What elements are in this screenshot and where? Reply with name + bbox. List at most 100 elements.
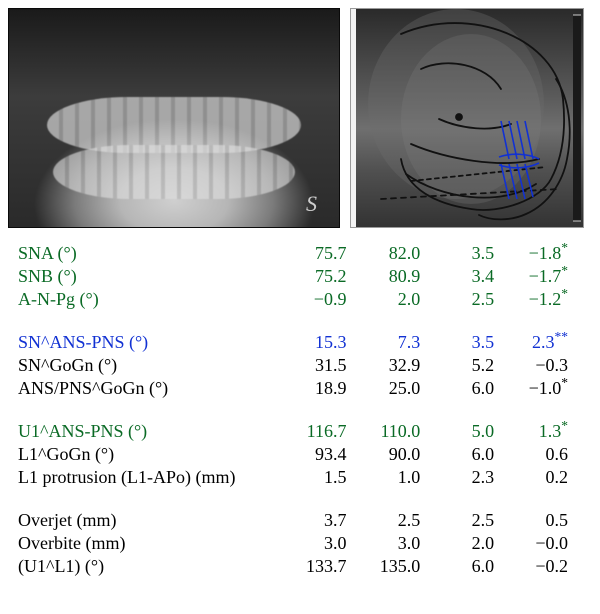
cell-z: −0.0	[504, 532, 578, 555]
spacer	[18, 311, 578, 331]
cell-label: L1 protrusion (L1-APo) (mm)	[18, 466, 283, 489]
cell-z: −1.2*	[504, 288, 578, 311]
cell-value: −0.9	[283, 288, 357, 311]
cell-sd: 2.5	[430, 509, 504, 532]
cell-norm: 2.0	[356, 288, 430, 311]
cell-norm: 82.0	[356, 242, 430, 265]
table-row: SN^ANS-PNS (°)15.37.33.52.3**	[18, 331, 578, 354]
cell-norm: 135.0	[356, 555, 430, 578]
cell-value: 31.5	[283, 354, 357, 377]
xray-signature: S	[306, 191, 317, 217]
table-row: L1 protrusion (L1-APo) (mm)1.51.02.3 0.2	[18, 466, 578, 489]
cell-sd: 6.0	[430, 377, 504, 400]
cell-sd: 5.0	[430, 420, 504, 443]
z-value: 1.3	[539, 421, 562, 441]
cell-value: 1.5	[283, 466, 357, 489]
figure-root: S	[0, 0, 600, 614]
z-value: −1.2	[529, 289, 562, 309]
z-value: 2.3	[532, 332, 555, 352]
z-value: 0.2	[546, 467, 569, 487]
cell-z: 0.2	[504, 466, 578, 489]
cell-label: SNB (°)	[18, 265, 283, 288]
cell-z: 2.3**	[504, 331, 578, 354]
cell-value: 3.0	[283, 532, 357, 555]
cephalometric-xray	[350, 8, 584, 228]
cell-norm: 2.5	[356, 509, 430, 532]
cell-value: 18.9	[283, 377, 357, 400]
cell-z: −0.2	[504, 555, 578, 578]
cell-sd: 2.3	[430, 466, 504, 489]
cell-norm: 32.9	[356, 354, 430, 377]
z-value: −0.3	[535, 355, 568, 375]
table-row: (U1^L1) (°)133.7135.06.0 −0.2	[18, 555, 578, 578]
table-row: U1^ANS-PNS (°)116.7110.05.01.3*	[18, 420, 578, 443]
cell-sd: 3.4	[430, 265, 504, 288]
cell-value: 3.7	[283, 509, 357, 532]
cell-label: L1^GoGn (°)	[18, 443, 283, 466]
cell-z: −0.3	[504, 354, 578, 377]
cell-label: SN^ANS-PNS (°)	[18, 331, 283, 354]
significance-stars: *	[561, 286, 568, 301]
significance-stars: *	[561, 418, 568, 433]
group-separator	[18, 489, 578, 509]
cell-norm: 1.0	[356, 466, 430, 489]
cell-z: 0.5	[504, 509, 578, 532]
table-row: A-N-Pg (°)−0.92.02.5−1.2*	[18, 288, 578, 311]
cell-sd: 2.5	[430, 288, 504, 311]
table-row: L1^GoGn (°)93.490.06.0 0.6	[18, 443, 578, 466]
image-row: S	[0, 0, 600, 242]
table-row: SNB (°)75.280.93.4−1.7*	[18, 265, 578, 288]
group-separator	[18, 311, 578, 331]
cell-z: −1.0*	[504, 377, 578, 400]
z-value: 0.6	[546, 444, 569, 464]
significance-stars: *	[561, 263, 568, 278]
cell-z: −1.7*	[504, 265, 578, 288]
table-row: SN^GoGn (°)31.532.95.2 −0.3	[18, 354, 578, 377]
significance-stars: **	[555, 329, 569, 344]
cell-label: A-N-Pg (°)	[18, 288, 283, 311]
cell-norm: 110.0	[356, 420, 430, 443]
z-value: −1.8	[529, 243, 562, 263]
cell-sd: 3.5	[430, 242, 504, 265]
cell-sd: 2.0	[430, 532, 504, 555]
significance-stars: *	[561, 240, 568, 255]
table-row: SNA (°)75.782.03.5−1.8*	[18, 242, 578, 265]
cell-z: 0.6	[504, 443, 578, 466]
cell-label: SN^GoGn (°)	[18, 354, 283, 377]
cell-label: (U1^L1) (°)	[18, 555, 283, 578]
cell-label: Overjet (mm)	[18, 509, 283, 532]
spacer	[18, 489, 578, 509]
cell-sd: 6.0	[430, 555, 504, 578]
group-separator	[18, 400, 578, 420]
cephalometric-table: SNA (°)75.782.03.5−1.8*SNB (°)75.280.93.…	[18, 242, 578, 578]
z-value: −1.0	[529, 378, 562, 398]
panoramic-xray: S	[8, 8, 340, 228]
significance-stars: *	[561, 375, 568, 390]
z-value: −0.0	[535, 533, 568, 553]
cell-z: −1.8*	[504, 242, 578, 265]
z-value: −0.2	[535, 556, 568, 576]
cell-value: 133.7	[283, 555, 357, 578]
cell-value: 75.7	[283, 242, 357, 265]
cell-z: 1.3*	[504, 420, 578, 443]
cell-norm: 25.0	[356, 377, 430, 400]
table-row: Overjet (mm)3.72.52.50.5	[18, 509, 578, 532]
cell-norm: 90.0	[356, 443, 430, 466]
spacer	[18, 400, 578, 420]
cell-value: 93.4	[283, 443, 357, 466]
z-value: 0.5	[546, 510, 569, 530]
cell-label: ANS/PNS^GoGn (°)	[18, 377, 283, 400]
ceph-tracing	[351, 9, 583, 227]
cell-norm: 3.0	[356, 532, 430, 555]
table-row: ANS/PNS^GoGn (°)18.925.06.0−1.0*	[18, 377, 578, 400]
cell-sd: 5.2	[430, 354, 504, 377]
cell-label: Overbite (mm)	[18, 532, 283, 555]
cell-norm: 80.9	[356, 265, 430, 288]
cell-sd: 6.0	[430, 443, 504, 466]
z-value: −1.7	[529, 266, 562, 286]
cell-value: 75.2	[283, 265, 357, 288]
cell-value: 116.7	[283, 420, 357, 443]
cell-sd: 3.5	[430, 331, 504, 354]
cell-norm: 7.3	[356, 331, 430, 354]
cell-label: SNA (°)	[18, 242, 283, 265]
